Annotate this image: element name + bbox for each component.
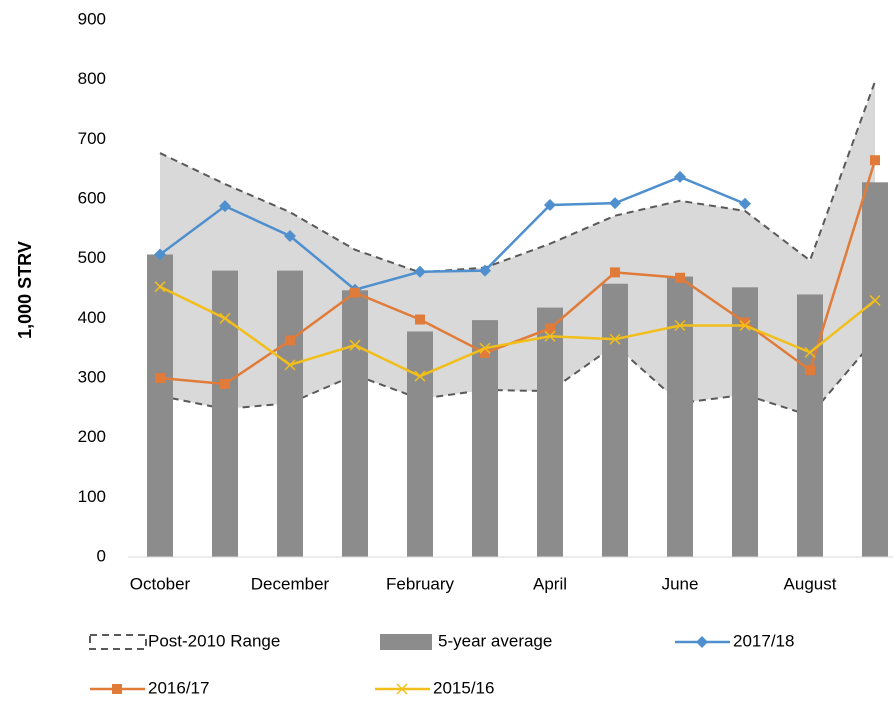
x-tick-label: August: [784, 574, 837, 593]
y-tick-label: 700: [78, 129, 106, 148]
x-tick-label: June: [662, 574, 699, 593]
point: [805, 365, 815, 376]
y-tick-label: 400: [78, 308, 106, 327]
y-tick-label: 900: [78, 9, 106, 28]
point: [154, 281, 166, 293]
legend-label: 5-year average: [438, 631, 552, 650]
y-tick-label: 0: [97, 546, 106, 565]
point: [414, 265, 426, 278]
point: [544, 198, 556, 211]
bar: [472, 320, 498, 557]
line: [159, 285, 876, 378]
bar: [147, 254, 173, 558]
legend-swatch: [380, 634, 432, 650]
point: [609, 333, 621, 345]
legend-label: Post-2010 Range: [148, 631, 280, 650]
point: [674, 170, 686, 183]
point: [284, 229, 296, 242]
y-tick-label: 600: [78, 188, 106, 207]
point: [349, 339, 361, 351]
point: [220, 378, 230, 389]
range-area: [160, 81, 875, 416]
bar: [537, 307, 563, 557]
legend-label: 2017/18: [733, 631, 794, 650]
x-tick-label: April: [533, 574, 567, 593]
point: [284, 359, 296, 371]
legend-swatch: [89, 634, 147, 650]
point: [219, 312, 231, 324]
point: [739, 197, 751, 210]
point: [415, 314, 425, 325]
bar: [732, 287, 758, 557]
legend-label: 2015/16: [433, 678, 494, 697]
line: [159, 175, 746, 292]
bar: [277, 270, 303, 557]
y-tick-label: 800: [78, 69, 106, 88]
bar: [602, 283, 628, 557]
point: [154, 248, 166, 261]
y-tick-label: 500: [78, 248, 106, 267]
bar: [342, 290, 368, 557]
x-tick-label: February: [386, 574, 455, 593]
point: [479, 342, 491, 354]
point: [610, 267, 620, 278]
range-upper: [159, 81, 876, 274]
point: [740, 317, 750, 328]
point: [675, 272, 685, 283]
point: [609, 197, 621, 210]
legend-marker: [696, 636, 708, 648]
legend-marker: [112, 684, 122, 694]
point: [414, 370, 426, 382]
point: [479, 264, 491, 277]
x-tick-label: October: [130, 574, 191, 593]
point: [155, 373, 165, 383]
bar: [407, 331, 433, 557]
point: [219, 200, 231, 213]
y-tick-label: 300: [78, 367, 106, 386]
x-tick-label: December: [251, 574, 330, 593]
point: [870, 155, 880, 166]
point: [545, 323, 555, 334]
point: [739, 319, 751, 332]
bar: [862, 182, 888, 557]
point: [869, 294, 881, 306]
legend-marker: [396, 683, 408, 695]
y-axis-label: 1,000 STRV: [15, 241, 35, 339]
bar: [667, 276, 693, 557]
point: [544, 330, 556, 342]
point: [804, 346, 816, 358]
legend-label: 2016/17: [148, 678, 209, 697]
point: [480, 347, 490, 358]
y-tick-label: 200: [78, 427, 106, 446]
point: [285, 335, 295, 346]
bar: [797, 294, 823, 557]
y-tick-label: 100: [78, 487, 106, 506]
point: [350, 287, 360, 298]
point: [674, 319, 686, 332]
